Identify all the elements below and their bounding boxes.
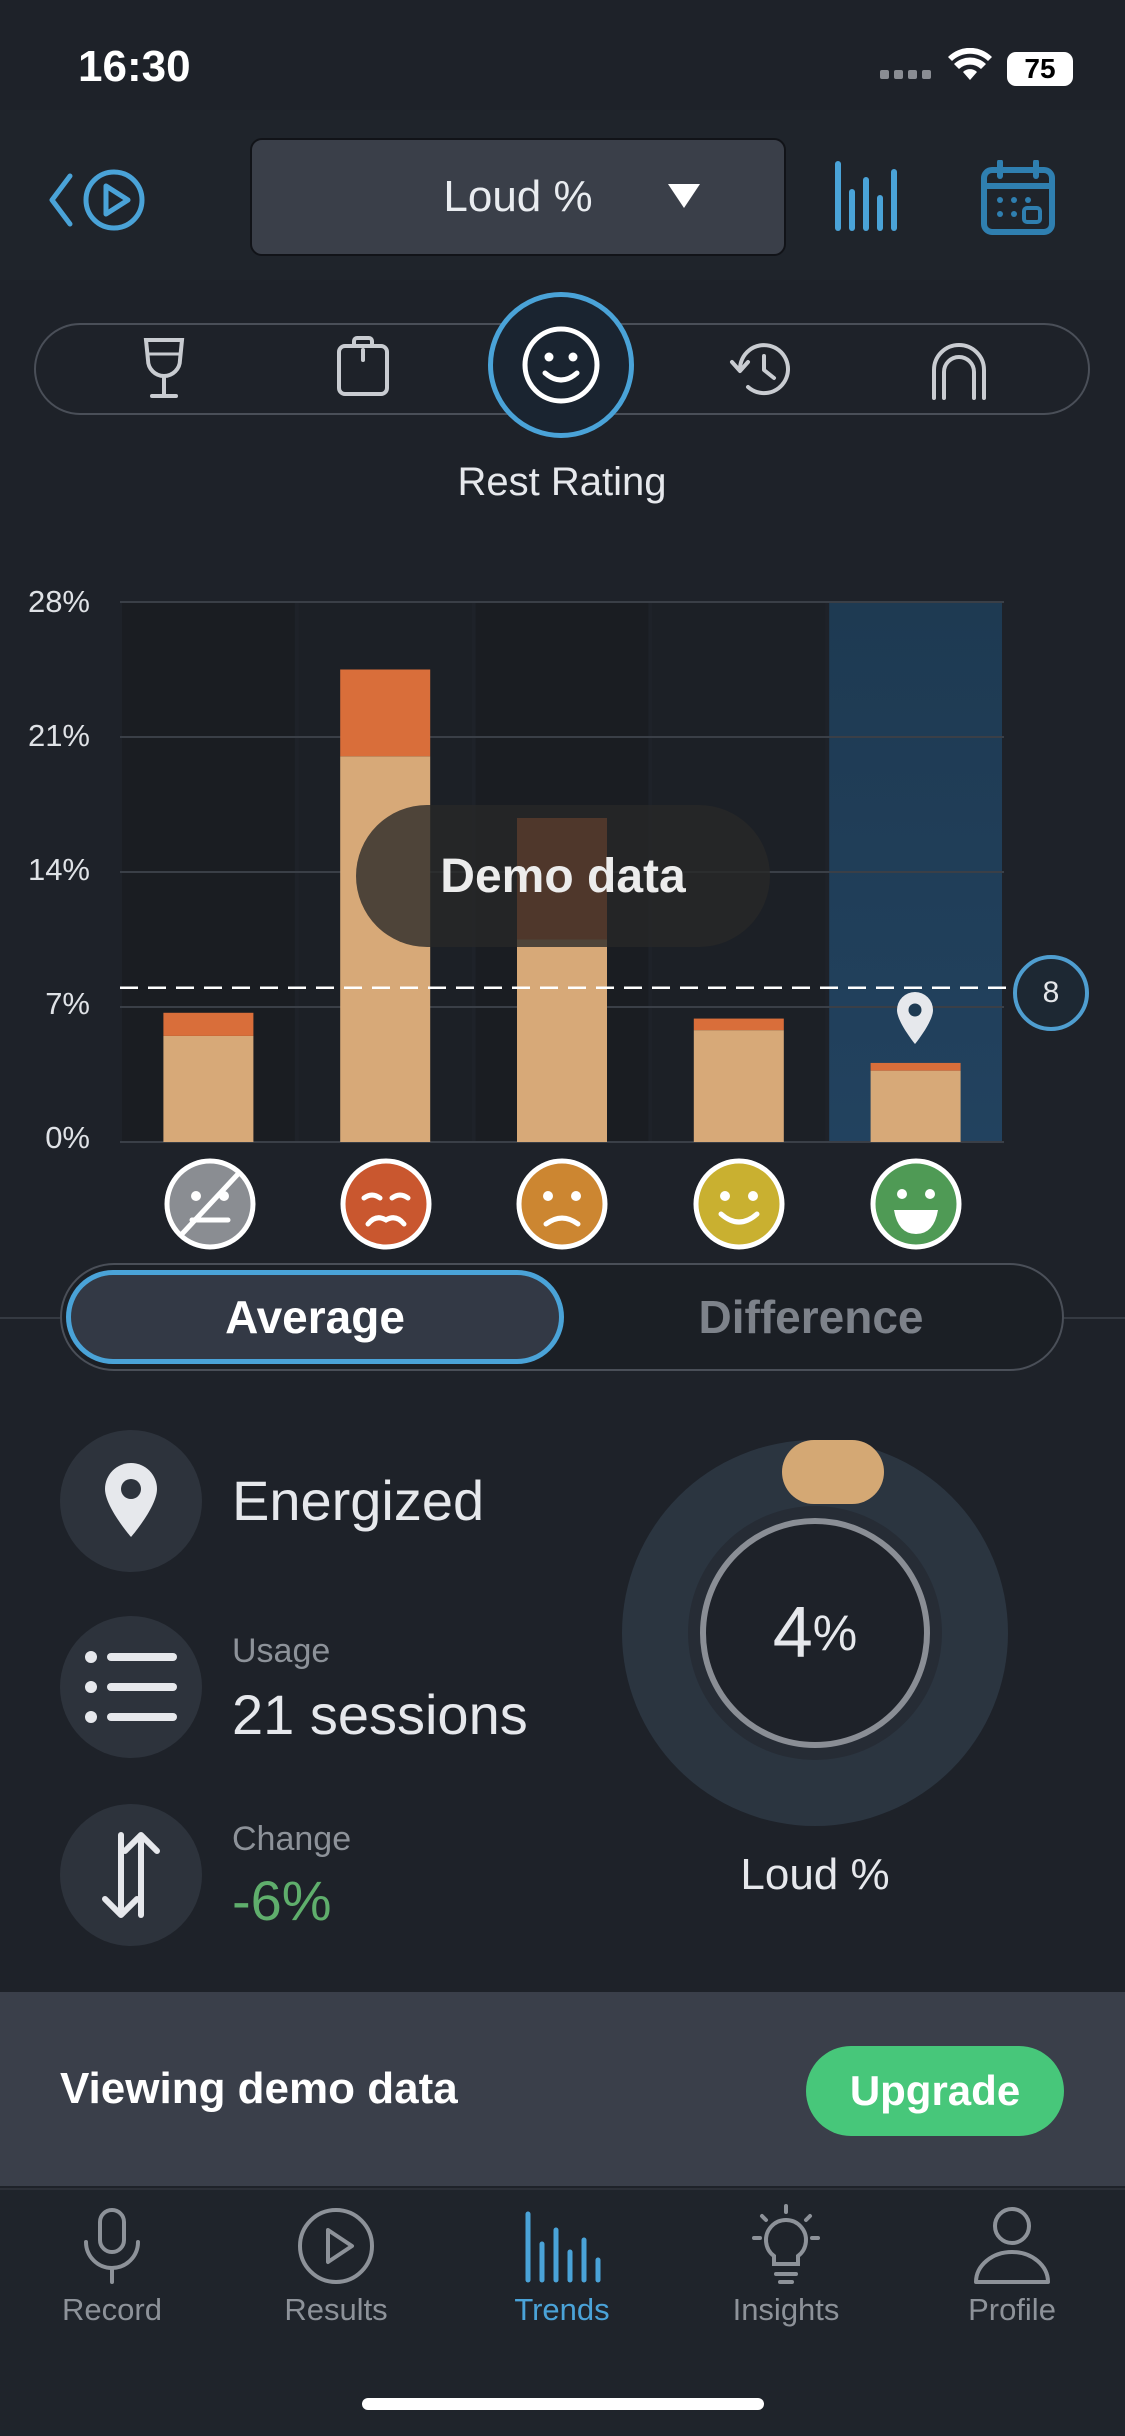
exhausted-face-icon[interactable] — [340, 1158, 432, 1250]
bar-top-segment — [693, 1018, 784, 1031]
tab-bar — [0, 2188, 1125, 2436]
category-active-label: Rest Rating — [457, 460, 667, 504]
bar-base-segment — [870, 1070, 961, 1142]
tab-results[interactable]: Results — [284, 2292, 388, 2327]
usage-label: Usage — [232, 1632, 331, 1670]
bar-top-segment — [163, 1012, 254, 1036]
location-pin-icon — [897, 992, 933, 1044]
segment-difference[interactable]: Difference — [698, 1291, 924, 1343]
tab-trends[interactable]: Trends — [514, 2292, 610, 2327]
change-value: -6% — [232, 1869, 332, 1932]
change-label: Change — [232, 1820, 352, 1858]
segment-average[interactable]: Average — [66, 1270, 564, 1364]
gauge-ring: 4% — [700, 1518, 930, 1748]
gauge-label: Loud % — [740, 1850, 890, 1899]
wifi-icon — [948, 48, 992, 80]
bar-base-segment — [693, 1030, 784, 1142]
change-badge — [60, 1804, 202, 1946]
y-tick-label: 7% — [45, 986, 90, 1021]
gauge-unit: % — [812, 1605, 858, 1661]
demo-banner-text: Viewing demo data — [60, 2064, 458, 2113]
upgrade-button[interactable]: Upgrade — [806, 2046, 1064, 2136]
usage-value: 21 sessions — [232, 1683, 528, 1746]
bar-base-segment — [163, 1035, 254, 1142]
bar-chart — [120, 601, 1012, 1143]
metric-dropdown-label: Loud % — [443, 172, 593, 221]
up-down-arrows-icon — [102, 1832, 160, 1918]
microphone-icon[interactable] — [78, 2208, 146, 2284]
status-time: 16:30 — [78, 42, 191, 91]
demo-data-overlay: Demo data — [356, 805, 770, 947]
clipboard-icon[interactable] — [336, 336, 390, 398]
selected-category-label: Energized — [232, 1469, 485, 1532]
bar-base-segment — [517, 939, 607, 1142]
refreshed-face-icon[interactable] — [870, 1158, 962, 1250]
back-play-icon[interactable] — [46, 168, 150, 232]
calendar-icon[interactable] — [980, 160, 1056, 236]
y-tick-label: 14% — [27, 852, 90, 887]
metric-dropdown[interactable]: Loud % — [250, 138, 786, 256]
y-tick-label: 28% — [27, 584, 90, 619]
bar-top-segment — [870, 1062, 961, 1071]
play-circle-icon[interactable] — [296, 2206, 376, 2286]
tab-profile[interactable]: Profile — [968, 2292, 1056, 2327]
y-tick-label: 0% — [45, 1120, 90, 1155]
wine-glass-icon[interactable] — [138, 336, 190, 400]
energized-face-icon[interactable] — [693, 1158, 785, 1250]
no-rating-face-icon[interactable] — [164, 1158, 256, 1250]
bar-top-segment — [340, 669, 431, 757]
category-rest-rating[interactable] — [488, 292, 634, 438]
usage-badge — [60, 1616, 202, 1758]
bar-chart-icon[interactable] — [522, 2210, 602, 2284]
arch-icon[interactable] — [928, 340, 990, 402]
tab-record[interactable]: Record — [62, 2292, 162, 2327]
tab-insights[interactable]: Insights — [732, 2292, 840, 2327]
y-tick-label: 21% — [27, 718, 90, 753]
smiley-icon — [522, 326, 600, 404]
history-icon[interactable] — [728, 338, 794, 400]
gauge-knob[interactable] — [782, 1440, 884, 1504]
reference-value-badge[interactable]: 8 — [1013, 955, 1089, 1031]
dropdown-caret-icon — [668, 184, 700, 208]
gauge-value: 4 — [772, 1593, 813, 1673]
list-icon — [85, 1651, 177, 1723]
selected-category-badge — [60, 1430, 202, 1572]
home-indicator — [362, 2398, 764, 2410]
bar-chart-view-icon[interactable] — [828, 158, 904, 234]
person-icon[interactable] — [970, 2206, 1054, 2284]
battery-indicator: 75 — [1007, 52, 1073, 86]
lightbulb-icon[interactable] — [746, 2204, 826, 2288]
location-pin-icon — [105, 1463, 157, 1537]
tired-face-icon[interactable] — [516, 1158, 608, 1250]
